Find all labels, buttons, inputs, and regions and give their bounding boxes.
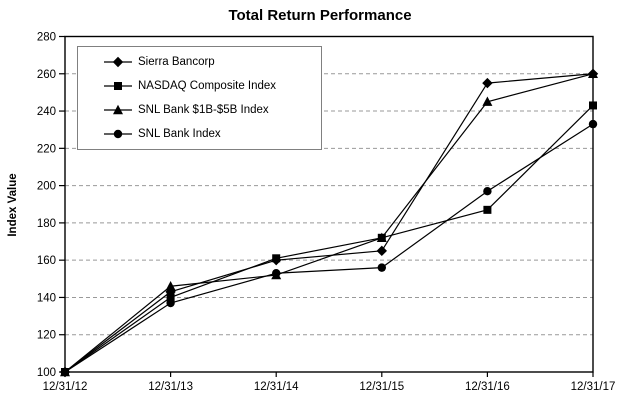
series-line-sierra-bancorp <box>64 73 594 373</box>
series-marker-nasdaq-composite-index <box>272 254 281 263</box>
y-tick-label: 140 <box>37 292 56 304</box>
series-marker-snl-bank-index <box>166 298 175 308</box>
series-marker-snl-bank-index <box>588 119 598 129</box>
x-tick-label: 12/31/15 <box>359 381 404 393</box>
series-marker-nasdaq-composite-index <box>589 101 597 110</box>
legend-item-nasdaq-composite-index: NASDAQ Composite Index <box>104 75 321 97</box>
x-tick-label: 12/31/16 <box>465 381 510 393</box>
y-tick-label: 220 <box>37 143 56 155</box>
square-marker-icon <box>104 82 132 90</box>
series-line-snl-bank-1b-5b-index <box>64 73 594 373</box>
series-marker-snl-bank-index <box>483 187 492 196</box>
series-line-nasdaq-composite-index <box>64 105 594 373</box>
triangle-marker <box>113 104 123 115</box>
series-marker-snl-bank-index <box>60 367 70 377</box>
y-tick-label: 100 <box>37 367 56 379</box>
circle-marker-icon <box>104 129 132 139</box>
chart-title: Total Return Performance <box>228 7 412 24</box>
y-tick-label: 280 <box>37 32 56 44</box>
square-marker <box>114 82 122 90</box>
x-tick-label: 12/31/14 <box>254 381 299 393</box>
series-marker-snl-bank-1b-5b-index <box>376 232 387 242</box>
y-tick-label: 260 <box>37 69 56 81</box>
series-line-snl-bank-index <box>64 123 594 373</box>
legend-item-snl-bank-index: SNL Bank Index <box>104 123 321 145</box>
diamond-marker <box>112 56 124 68</box>
plot-frame <box>64 35 594 373</box>
circle-marker <box>113 129 123 139</box>
legend-label: Sierra Bancorp <box>138 56 215 68</box>
x-tick-label: 12/31/13 <box>148 381 193 393</box>
series-marker-sierra-bancorp <box>482 77 493 89</box>
series-marker-snl-bank-1b-5b-index <box>165 281 176 291</box>
series-marker-snl-bank-1b-5b-index <box>588 68 598 78</box>
legend-label: SNL Bank Index <box>138 128 221 140</box>
diamond-marker-icon <box>104 56 132 68</box>
series-marker-nasdaq-composite-index <box>166 293 175 302</box>
x-tick-label: 12/31/12 <box>43 381 88 393</box>
legend-label: SNL Bank $1B-$5B Index <box>138 104 269 116</box>
legend-item-snl-bank-1b-5b-index: SNL Bank $1B-$5B Index <box>104 99 321 121</box>
x-tick-label: 12/31/17 <box>571 381 616 393</box>
y-tick-label: 180 <box>37 218 56 230</box>
legend: Sierra Bancorp NASDAQ Composite Index SNL … <box>77 46 322 150</box>
y-tick-label: 160 <box>37 255 56 267</box>
y-tick-label: 120 <box>37 330 56 342</box>
series-marker-snl-bank-index <box>377 263 386 272</box>
series-marker-nasdaq-composite-index <box>483 205 492 214</box>
legend-label: NASDAQ Composite Index <box>138 80 277 92</box>
legend-item-sierra-bancorp: Sierra Bancorp <box>104 51 321 73</box>
triangle-marker-icon <box>104 104 132 115</box>
y-tick-label: 240 <box>37 106 56 118</box>
series-marker-snl-bank-index <box>272 269 281 278</box>
series-marker-snl-bank-1b-5b-index <box>482 96 493 106</box>
y-tick-label: 200 <box>37 181 56 193</box>
series-marker-sierra-bancorp <box>376 245 387 257</box>
